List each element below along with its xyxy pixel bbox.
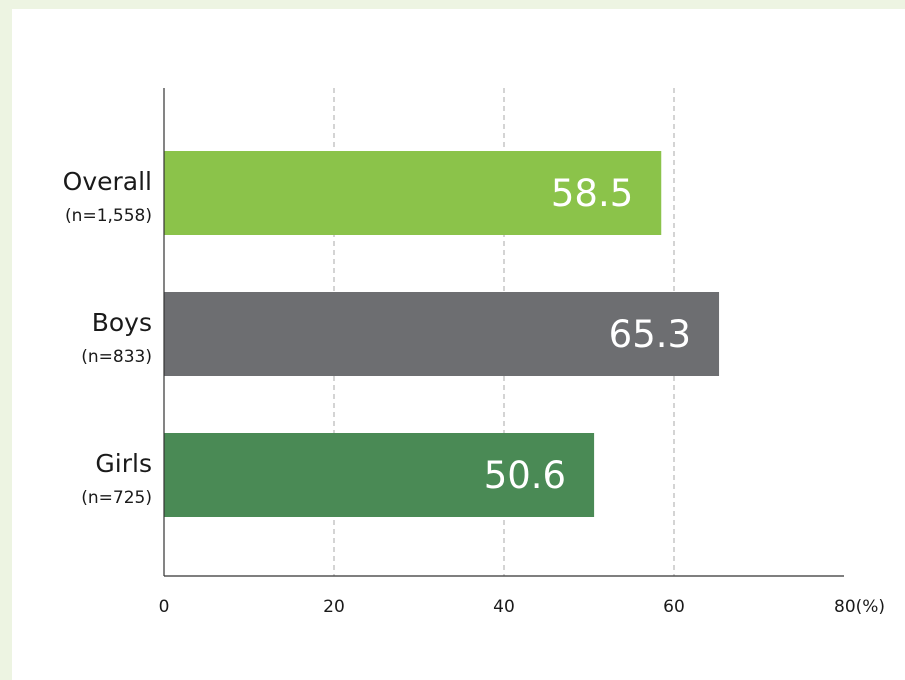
value-label-boys: 65.3 (609, 313, 691, 356)
category-n-girls: (n=725) (81, 488, 152, 508)
x-tick-label-40: 40 (493, 597, 515, 617)
value-label-girls: 50.6 (484, 454, 566, 497)
category-labels: Overall (n=1,558) Boys (n=833) Girls (n=725) (63, 167, 152, 508)
chart-panel: 58.5 65.3 50.6 Overall (n=1,558) Boys (n=833)… (12, 9, 905, 680)
category-label-boys: Boys (92, 308, 152, 337)
value-label-overall: 58.5 (551, 172, 633, 215)
x-tick-label-0: 0 (159, 597, 170, 617)
x-tick-labels: 0 20 40 60 80(%) (159, 597, 885, 617)
bar-boys (164, 292, 720, 376)
bar-chart: 58.5 65.3 50.6 Overall (n=1,558) Boys (n=833)… (63, 88, 885, 617)
x-tick-label-80: 80(%) (834, 597, 885, 617)
category-n-boys: (n=833) (81, 347, 152, 367)
axes (163, 88, 844, 577)
category-n-overall: (n=1,558) (65, 206, 152, 226)
category-label-girls: Girls (95, 449, 152, 478)
x-tick-label-20: 20 (323, 597, 345, 617)
bar-overall (164, 151, 662, 235)
x-tick-label-60: 60 (663, 597, 685, 617)
category-label-overall: Overall (63, 167, 152, 196)
bars: 58.5 65.3 50.6 (164, 151, 720, 517)
bar-girls (164, 433, 595, 517)
